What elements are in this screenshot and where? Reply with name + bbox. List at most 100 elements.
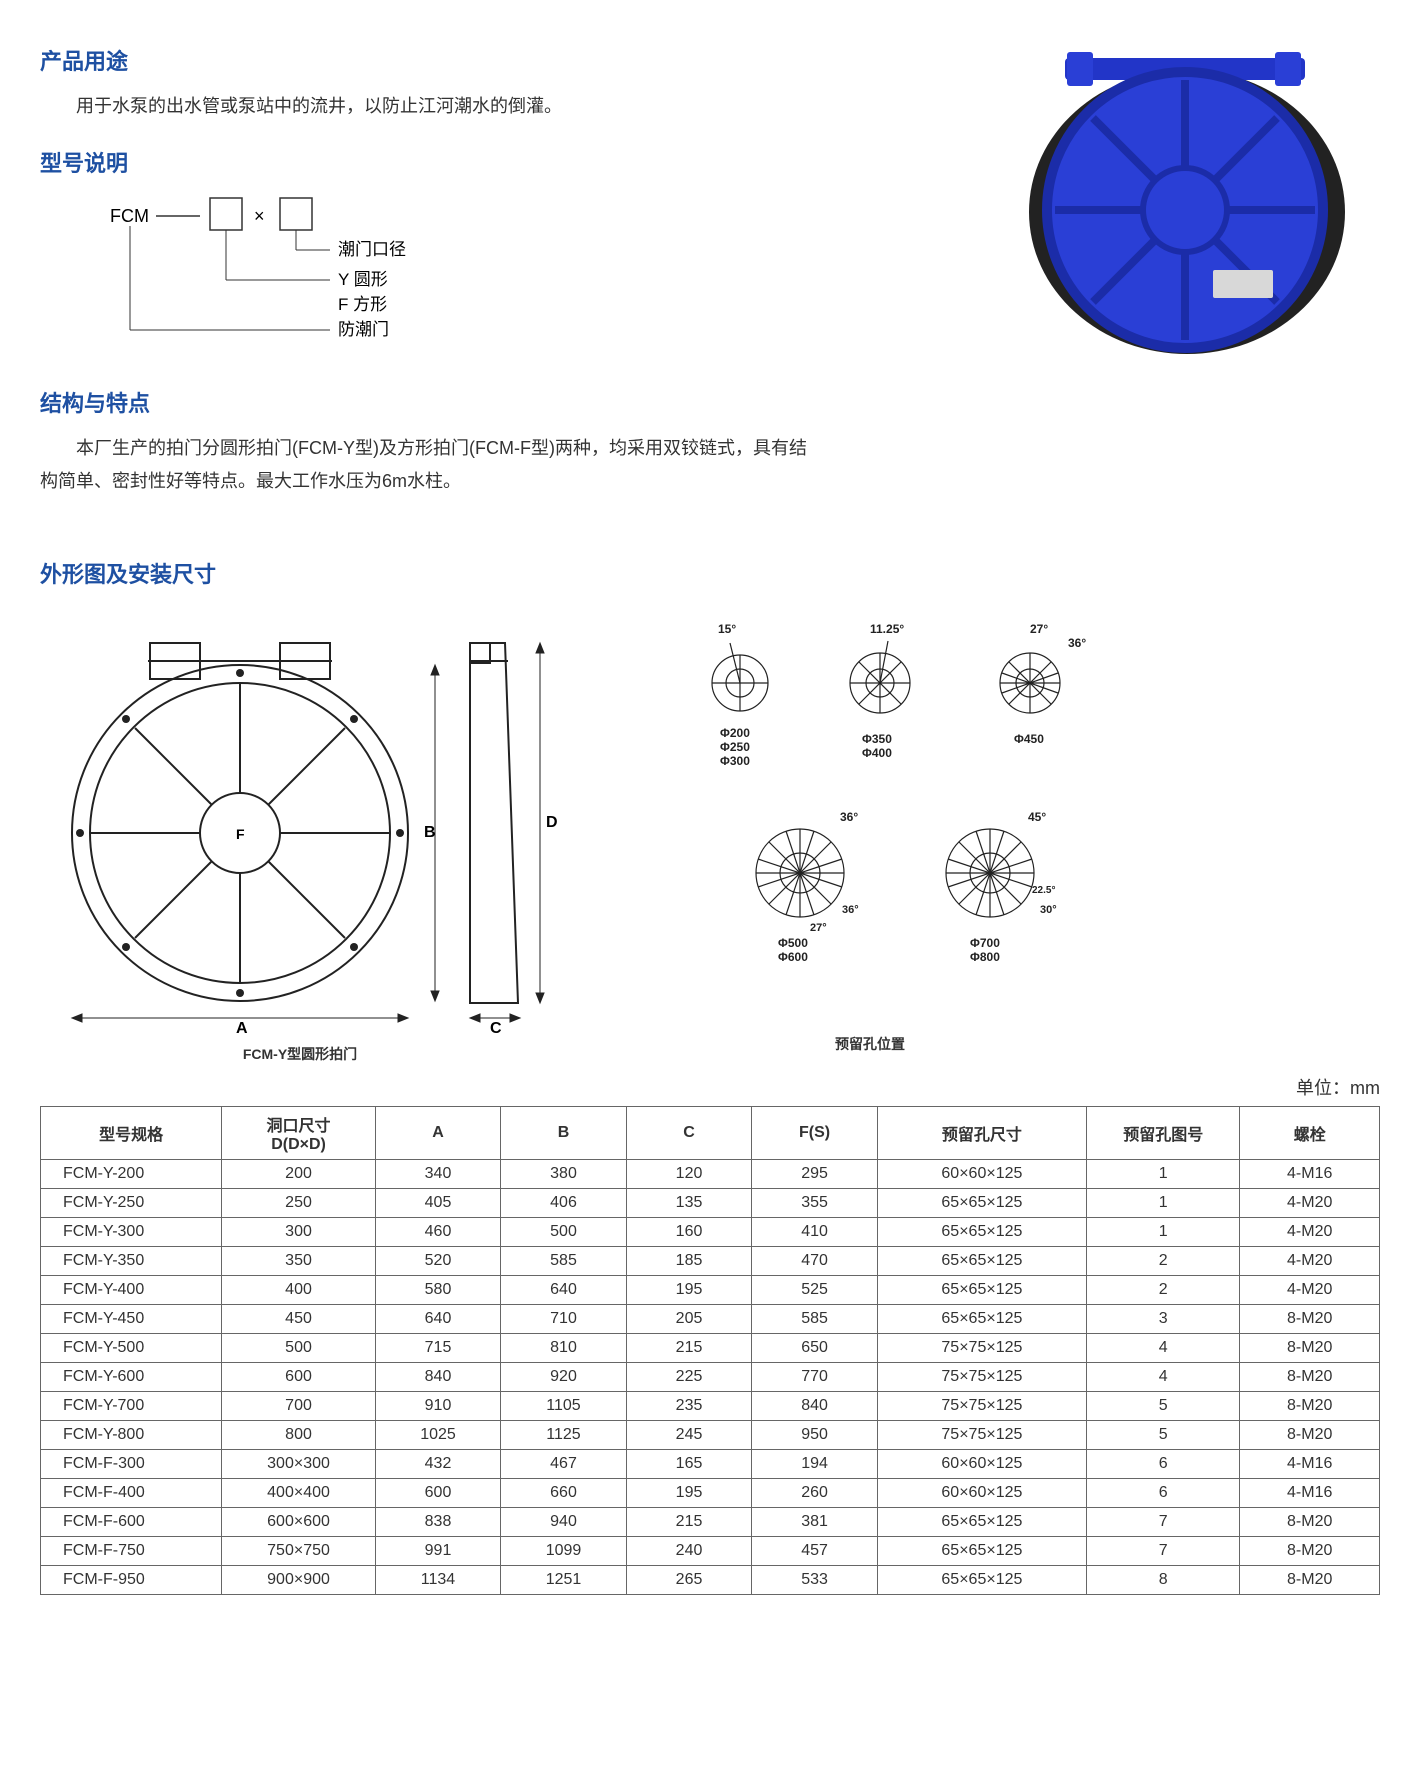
svg-text:防潮门: 防潮门 [338,320,389,339]
table-cell: 650 [752,1334,878,1363]
table-header: B [501,1107,627,1160]
table-cell: FCM-Y-800 [41,1421,222,1450]
table-cell: 910 [375,1392,501,1421]
table-cell: FCM-F-750 [41,1537,222,1566]
dims-title: 外形图及安装尺寸 [40,557,1380,589]
table-cell: 5 [1087,1392,1240,1421]
table-cell: 1099 [501,1537,627,1566]
table-row: FCM-Y-60060084092022577075×75×12548-M20 [41,1363,1380,1392]
svg-text:11.25°: 11.25° [870,622,904,636]
table-row: FCM-Y-50050071581021565075×75×12548-M20 [41,1334,1380,1363]
table-cell: 8-M20 [1240,1392,1380,1421]
table-cell: 8 [1087,1566,1240,1595]
table-cell: 65×65×125 [877,1247,1086,1276]
svg-text:36°: 36° [842,904,859,916]
svg-text:潮门口径: 潮门口径 [338,240,406,259]
svg-text:Φ600: Φ600 [778,950,808,964]
table-cell: 4-M20 [1240,1276,1380,1305]
table-header: 预留孔尺寸 [877,1107,1086,1160]
svg-text:×: × [254,206,265,226]
table-row: FCM-Y-20020034038012029560×60×12514-M16 [41,1160,1380,1189]
table-cell: FCM-F-600 [41,1508,222,1537]
table-cell: FCM-Y-500 [41,1334,222,1363]
table-cell: 6 [1087,1450,1240,1479]
table-cell: 215 [626,1508,752,1537]
table-cell: 585 [752,1305,878,1334]
table-cell: 1 [1087,1189,1240,1218]
flap-drawing: A B C D F FCM-Y型圆形拍门 [40,603,560,1064]
table-cell: 4-M16 [1240,1450,1380,1479]
table-row: FCM-F-950900×9001134125126553365×65×1258… [41,1566,1380,1595]
table-cell: 4-M20 [1240,1247,1380,1276]
table-cell: 340 [375,1160,501,1189]
spec-table: 型号规格洞口尺寸D(D×D)ABCF(S)预留孔尺寸预留孔图号螺栓 FCM-Y-… [40,1106,1380,1595]
table-header: 洞口尺寸D(D×D) [222,1107,375,1160]
table-cell: 600 [222,1363,375,1392]
table-row: FCM-F-600600×60083894021538165×65×12578-… [41,1508,1380,1537]
table-cell: FCM-Y-400 [41,1276,222,1305]
svg-text:Φ400: Φ400 [862,746,892,760]
model-title: 型号说明 [40,146,990,178]
table-header: A [375,1107,501,1160]
table-cell: 450 [222,1305,375,1334]
svg-text:Φ350: Φ350 [862,732,892,746]
table-cell: 715 [375,1334,501,1363]
svg-text:F: F [236,826,245,842]
table-cell: 2 [1087,1276,1240,1305]
table-cell: 8-M20 [1240,1537,1380,1566]
table-cell: 840 [375,1363,501,1392]
table-cell: 500 [222,1334,375,1363]
table-cell: 3 [1087,1305,1240,1334]
table-cell: FCM-F-400 [41,1479,222,1508]
table-cell: 660 [501,1479,627,1508]
svg-text:A: A [236,1020,248,1033]
table-cell: FCM-Y-250 [41,1189,222,1218]
table-cell: 135 [626,1189,752,1218]
table-cell: 1105 [501,1392,627,1421]
table-cell: 533 [752,1566,878,1595]
table-cell: 1134 [375,1566,501,1595]
table-cell: 65×65×125 [877,1566,1086,1595]
table-cell: 640 [375,1305,501,1334]
svg-text:27°: 27° [1030,622,1048,636]
table-cell: 240 [626,1537,752,1566]
holes-caption: 预留孔位置 [590,1034,1150,1054]
table-cell: FCM-Y-200 [41,1160,222,1189]
table-cell: 800 [222,1421,375,1450]
table-cell: FCM-Y-700 [41,1392,222,1421]
svg-text:45°: 45° [1028,810,1046,824]
svg-text:Φ500: Φ500 [778,936,808,950]
table-row: FCM-F-750750×750991109924045765×65×12578… [41,1537,1380,1566]
svg-text:36°: 36° [840,810,858,824]
table-row: FCM-Y-40040058064019552565×65×12524-M20 [41,1276,1380,1305]
table-cell: 8-M20 [1240,1334,1380,1363]
table-cell: 245 [626,1421,752,1450]
table-cell: 470 [752,1247,878,1276]
struct-title: 结构与特点 [40,386,1380,418]
table-cell: 1251 [501,1566,627,1595]
table-cell: 8-M20 [1240,1508,1380,1537]
table-cell: 2 [1087,1247,1240,1276]
table-cell: 520 [375,1247,501,1276]
table-cell: 350 [222,1247,375,1276]
table-cell: 700 [222,1392,375,1421]
table-cell: 65×65×125 [877,1537,1086,1566]
table-cell: 75×75×125 [877,1421,1086,1450]
table-cell: 4-M20 [1240,1218,1380,1247]
table-cell: 75×75×125 [877,1363,1086,1392]
table-row: FCM-Y-35035052058518547065×65×12524-M20 [41,1247,1380,1276]
table-cell: 900×900 [222,1566,375,1595]
svg-text:D: D [546,814,558,831]
struct-text-1: 本厂生产的拍门分圆形拍门(FCM-Y型)及方形拍门(FCM-F型)两种，均采用双… [40,432,1380,464]
table-cell: FCM-Y-600 [41,1363,222,1392]
table-cell: 265 [626,1566,752,1595]
table-cell: 60×60×125 [877,1160,1086,1189]
table-cell: 838 [375,1508,501,1537]
table-cell: 400 [222,1276,375,1305]
table-cell: 750×750 [222,1537,375,1566]
table-cell: 75×75×125 [877,1334,1086,1363]
table-cell: 4 [1087,1363,1240,1392]
table-cell: 215 [626,1334,752,1363]
table-cell: 300 [222,1218,375,1247]
table-row: FCM-Y-700700910110523584075×75×12558-M20 [41,1392,1380,1421]
